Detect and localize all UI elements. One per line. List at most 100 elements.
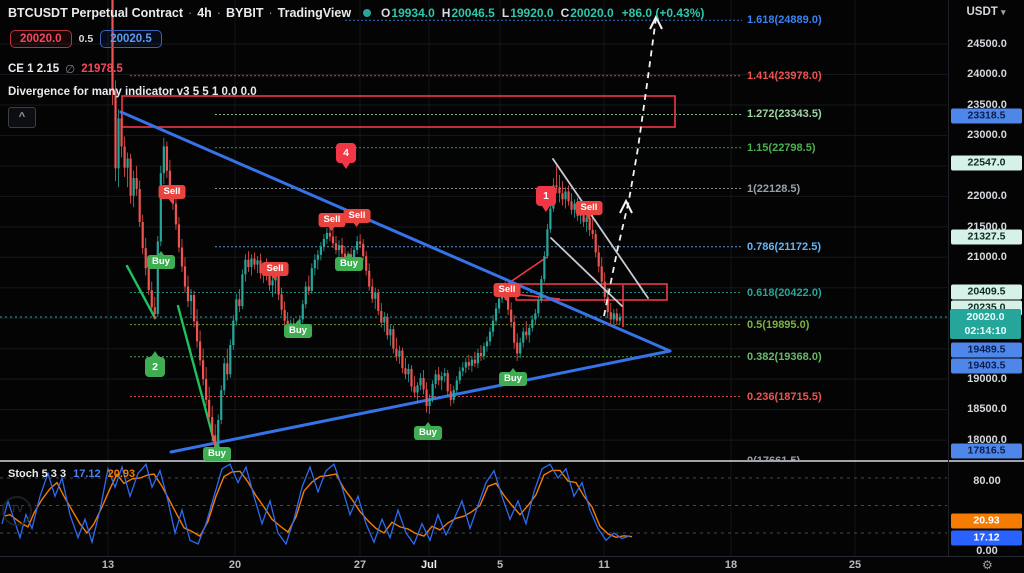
fib-labels-layer: 1.618(24889.0) 1.414(23978.0) 1.272(23343.…: [747, 14, 822, 461]
fib-level-label: 0(17661.5): [747, 454, 801, 461]
sell-signal-label: Sell: [318, 213, 346, 231]
projection-arrow-drawing[interactable]: [603, 17, 657, 317]
buy-signal-label: Buy: [414, 422, 442, 440]
sell-signal-label: Sell: [158, 185, 186, 203]
bar-countdown-value: 02:14:10: [964, 325, 1007, 337]
price-axis-label: 0.00: [976, 545, 998, 557]
fib-level-label: 1.414(23978.0): [747, 69, 822, 82]
price-axis-label: 19000.0: [967, 373, 1007, 385]
buy-price-button[interactable]: 20020.5: [100, 30, 162, 48]
price-axis-label: 24000.0: [967, 68, 1007, 80]
price-badge: 22547.0: [951, 155, 1022, 171]
buy-signal-label: Buy: [499, 368, 527, 386]
time-axis-label: 18: [724, 559, 738, 571]
green-trendlines[interactable]: [125, 264, 216, 443]
change-value: +86.0 (+0.43%): [621, 6, 705, 20]
last-price-countdown-badge: 20020.0 02:14:10: [950, 309, 1021, 339]
time-axis-label: 5: [496, 559, 504, 571]
time-axis[interactable]: ⚙ 13 20 27 Jul 5 11 18 25: [0, 556, 1024, 573]
order-buttons-row: 20020.0 0.5 20020.5: [10, 30, 162, 48]
open-value: 19934.0: [391, 6, 435, 20]
gear-icon[interactable]: ⚙: [982, 558, 993, 572]
price-axis-label: 23000.0: [967, 129, 1007, 141]
interval-label[interactable]: 4h: [197, 6, 212, 20]
stoch-title: Stoch: [8, 468, 39, 480]
time-axis-label: 27: [353, 559, 367, 571]
time-axis-label: Jul: [421, 559, 437, 571]
stoch-params: 5 3 3: [41, 468, 67, 480]
arrowhead-icon: [649, 14, 663, 30]
ce-indicator-row[interactable]: CE 1 2.15 ∅ 21978.5: [8, 62, 123, 76]
price-axis-label: 18000.0: [967, 434, 1007, 446]
price-badge: 17.12: [951, 530, 1022, 546]
signal-layer: Sell Sell Sell Sell Sell Sell Buy Buy Buy Buy Buy B…: [145, 143, 603, 461]
close-value: 20020.0: [570, 6, 614, 20]
sell-signal-label: Sell: [575, 201, 603, 219]
fib-level-label: 1.15(22798.5): [747, 141, 816, 154]
time-axis-label: 13: [101, 559, 115, 571]
ce-empty-icon: ∅: [65, 64, 76, 76]
price-axis-label: 21000.0: [967, 251, 1007, 263]
spread-value: 0.5: [78, 33, 94, 45]
price-axis-label: 23500.0: [967, 99, 1007, 111]
buy-signal-label: Buy: [335, 253, 363, 271]
gray-wedge-trendlines[interactable]: [550, 158, 649, 307]
stoch-k-value: 17.12: [73, 468, 101, 480]
time-axis-label: 20: [228, 559, 242, 571]
exchange-label: BYBIT: [225, 6, 264, 20]
fib-level-label: 0.5(19895.0): [747, 318, 810, 331]
fib-level-label: 1.272(23343.5): [747, 108, 822, 121]
price-badge: 20.93: [951, 513, 1022, 529]
numbered-marker-drawing[interactable]: 4: [336, 143, 356, 169]
ce-indicator-value: 21978.5: [81, 63, 123, 75]
fib-retracement-lines[interactable]: [130, 19, 742, 398]
market-status-icon: [363, 9, 372, 17]
stoch-pane: [0, 462, 947, 546]
chevron-down-icon: ▾: [1000, 7, 1006, 17]
grid-lines: [0, 0, 947, 556]
ce-indicator-title: CE 1 2.15: [8, 63, 60, 75]
currency-selector[interactable]: USDT ▾: [966, 6, 1006, 18]
time-axis-label: 11: [598, 559, 610, 571]
buy-signal-label: Buy: [147, 251, 175, 269]
price-badge: 20409.5: [951, 284, 1022, 300]
price-badge: 19403.5: [951, 358, 1022, 374]
divergence-indicator-row[interactable]: Divergence for many indicator v3 5 5 1 0…: [8, 86, 257, 98]
sell-signal-label: Sell: [261, 262, 289, 280]
fib-level-label: 1(22128.5): [747, 182, 801, 195]
price-badge: 19489.5: [951, 342, 1022, 358]
fib-level-label: 0.618(20422.0): [747, 286, 822, 299]
stoch-d-line: [3, 469, 633, 539]
time-axis-label: 25: [848, 559, 862, 571]
price-badge: 23318.5: [951, 108, 1022, 124]
stoch-legend-row[interactable]: Stoch 5 3 3 17.12 20.93: [8, 468, 135, 480]
stoch-k-line: [1, 462, 631, 546]
symbol-title: BTCUSDT Perpetual Contract: [8, 6, 184, 20]
sell-price-button[interactable]: 20020.0: [10, 30, 72, 48]
price-axis-label: 80.00: [973, 475, 1001, 487]
price-axis-label: 18500.0: [967, 403, 1007, 415]
blue-triangle-trendlines[interactable]: [119, 110, 672, 454]
fib-level-label: 0.382(19368.0): [747, 350, 822, 363]
price-axis-label: 24500.0: [967, 38, 1007, 50]
numbered-marker-drawing[interactable]: 2: [145, 351, 165, 377]
price-badge: 17816.5: [951, 443, 1022, 459]
candlestick-series: [111, 0, 621, 461]
last-price-value: 20020.0: [966, 311, 1005, 323]
low-value: 19920.0: [510, 6, 554, 20]
buy-signal-label: Buy: [203, 443, 231, 461]
numbered-marker-drawing[interactable]: 1: [536, 186, 556, 212]
arrowhead-icon: [619, 198, 633, 214]
sell-signal-label: Sell: [493, 283, 521, 301]
price-axis[interactable]: 24500.0 24000.0 23500.0 23000.0 22000.0 21500…: [948, 0, 1024, 557]
sell-signal-label: Sell: [343, 209, 371, 227]
fib-level-label: 0.786(21172.5): [747, 240, 822, 253]
fib-level-label: 0.236(18715.5): [747, 390, 822, 403]
chart-legend-row[interactable]: BTCUSDT Perpetual Contract · 4h · BYBIT …: [8, 6, 705, 20]
collapse-legend-button[interactable]: ^: [8, 107, 36, 128]
buy-signal-label: Buy: [284, 320, 312, 338]
ohlc-values: O19934.0 H20046.5 L19920.0 C20020.0 +86.…: [381, 6, 705, 20]
platform-label: TradingView: [277, 6, 352, 20]
